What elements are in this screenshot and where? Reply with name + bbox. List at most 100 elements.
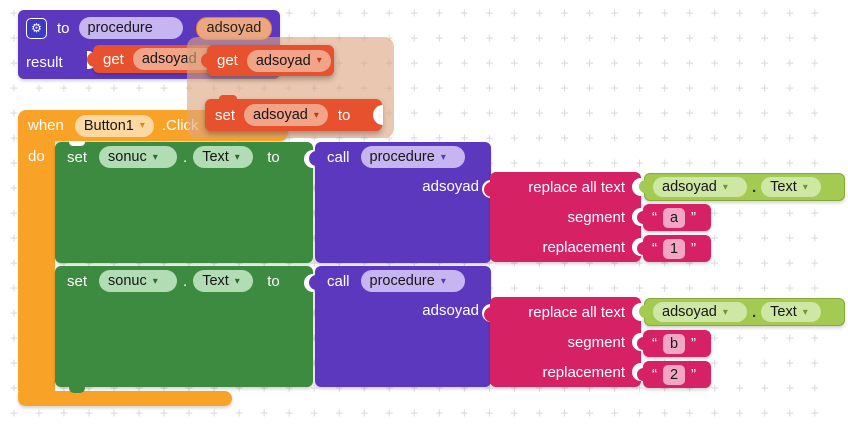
replace-all-text-block[interactable]: replace all text segment replacement [484, 297, 642, 387]
plug-tab [309, 275, 317, 290]
segment-label: segment [567, 208, 625, 226]
dot-separator: . [183, 148, 188, 166]
dropdown-arrow-icon [435, 276, 446, 287]
variable-name-text: adsoyad [141, 51, 197, 67]
string-input-field[interactable]: 2 [663, 364, 685, 385]
string-input-field[interactable]: a [663, 207, 685, 228]
variable-dropdown[interactable]: adsoyad [246, 49, 331, 72]
component-dropdown[interactable]: sonuc [99, 270, 178, 292]
call-procedure-block[interactable]: call procedure adsoyad [309, 142, 492, 263]
dropdown-arrow-icon [435, 152, 446, 163]
plug-tab [637, 337, 644, 350]
property-name-text: Text [770, 304, 797, 320]
text-string-block[interactable]: 1 [637, 235, 711, 262]
plug-tab [87, 52, 95, 67]
replace-all-text-block[interactable]: replace all text segment replacement [484, 172, 642, 262]
parameter-chip[interactable]: adsoyad [195, 16, 273, 40]
component-name-text: sonuc [108, 149, 147, 165]
dropdown-arrow-icon [308, 110, 319, 121]
dot-separator: . [752, 178, 757, 196]
string-input-field[interactable]: 1 [663, 238, 685, 259]
property-name-text: Text [770, 179, 797, 195]
set-label: set [67, 148, 88, 166]
property-dropdown[interactable]: Text [193, 146, 254, 168]
to-label: to [337, 106, 351, 124]
event-block-arm[interactable]: do [18, 140, 55, 391]
property-dropdown[interactable]: Text [193, 270, 254, 292]
to-label: to [267, 272, 280, 290]
replace-all-text-label: replace all text [528, 178, 625, 196]
component-name-text: sonuc [108, 273, 147, 289]
do-label: do [28, 148, 45, 165]
set-label: set [215, 106, 236, 124]
text-string-block[interactable]: b [637, 330, 711, 357]
string-input-field[interactable]: b [663, 333, 685, 354]
flyout-get-variable-block[interactable]: get adsoyad [201, 45, 334, 76]
component-dropdown[interactable]: Button1 [74, 114, 154, 137]
variable-dropdown[interactable]: adsoyad [244, 104, 328, 126]
plug-tab [637, 368, 644, 381]
procedure-dropdown[interactable]: procedure [360, 146, 465, 168]
variable-name-text: adsoyad [253, 107, 308, 123]
property-getter-block[interactable]: adsoyad . Text [639, 173, 845, 201]
dropdown-arrow-icon [134, 120, 145, 131]
to-label: to [267, 148, 280, 166]
open-quote-icon [652, 240, 657, 257]
property-getter-block[interactable]: adsoyad . Text [639, 298, 845, 326]
dropdown-arrow-icon [229, 152, 240, 163]
statement-bump [69, 387, 85, 393]
dropdown-arrow-icon [147, 276, 158, 287]
component-setter-block[interactable]: set sonuc . Text to [55, 266, 314, 393]
procedure-name-text: procedure [87, 20, 153, 36]
component-dropdown[interactable]: adsoyad [653, 177, 747, 197]
replace-all-text-label: replace all text [528, 303, 625, 321]
segment-label: segment [567, 333, 625, 351]
plug-tab [484, 182, 492, 197]
property-dropdown[interactable]: Text [761, 177, 822, 197]
close-quote-icon [691, 335, 696, 352]
component-setter-block[interactable]: set sonuc . Text to [55, 141, 314, 263]
open-quote-icon [652, 209, 657, 226]
open-quote-icon [652, 366, 657, 383]
procedure-name-text: procedure [369, 273, 435, 289]
text-string-block[interactable]: 2 [637, 361, 711, 388]
mutator-gear-icon[interactable] [26, 17, 47, 39]
procedure-name-field[interactable]: procedure [78, 17, 183, 39]
flyout-set-variable-block[interactable]: set adsoyad to [205, 95, 383, 131]
component-dropdown[interactable]: adsoyad [653, 302, 747, 322]
plug-tab [637, 242, 644, 255]
dropdown-arrow-icon [229, 276, 240, 287]
procedure-name-text: procedure [369, 149, 435, 165]
text-string-block[interactable]: a [637, 204, 711, 231]
argument-label: adsoyad [422, 302, 479, 319]
component-name-text: adsoyad [662, 179, 717, 195]
replacement-label: replacement [542, 363, 625, 381]
plug-tab [201, 53, 209, 68]
when-label: when [28, 117, 64, 134]
close-quote-icon [691, 209, 696, 226]
dropdown-arrow-icon [797, 182, 808, 193]
property-dropdown[interactable]: Text [761, 302, 822, 322]
dot-separator: . [183, 272, 188, 290]
dot-separator: . [752, 303, 757, 321]
property-name-text: Text [202, 149, 229, 165]
result-label: result [26, 53, 63, 71]
argument-label: adsoyad [422, 178, 479, 195]
value-socket [373, 105, 383, 125]
to-label: to [57, 19, 70, 37]
dropdown-arrow-icon [717, 182, 728, 193]
open-quote-icon [652, 335, 657, 352]
procedure-dropdown[interactable]: procedure [360, 270, 465, 292]
property-name-text: Text [202, 273, 229, 289]
call-procedure-block[interactable]: call procedure adsoyad [309, 266, 492, 387]
component-dropdown[interactable]: sonuc [99, 146, 178, 168]
dropdown-arrow-icon [311, 55, 322, 66]
plug-tab [639, 180, 646, 193]
replacement-label: replacement [542, 238, 625, 256]
plug-tab [484, 307, 492, 322]
call-label: call [327, 272, 350, 290]
event-block-bottom[interactable] [18, 391, 232, 406]
component-name-text: Button1 [83, 117, 134, 134]
value-socket [632, 178, 642, 196]
